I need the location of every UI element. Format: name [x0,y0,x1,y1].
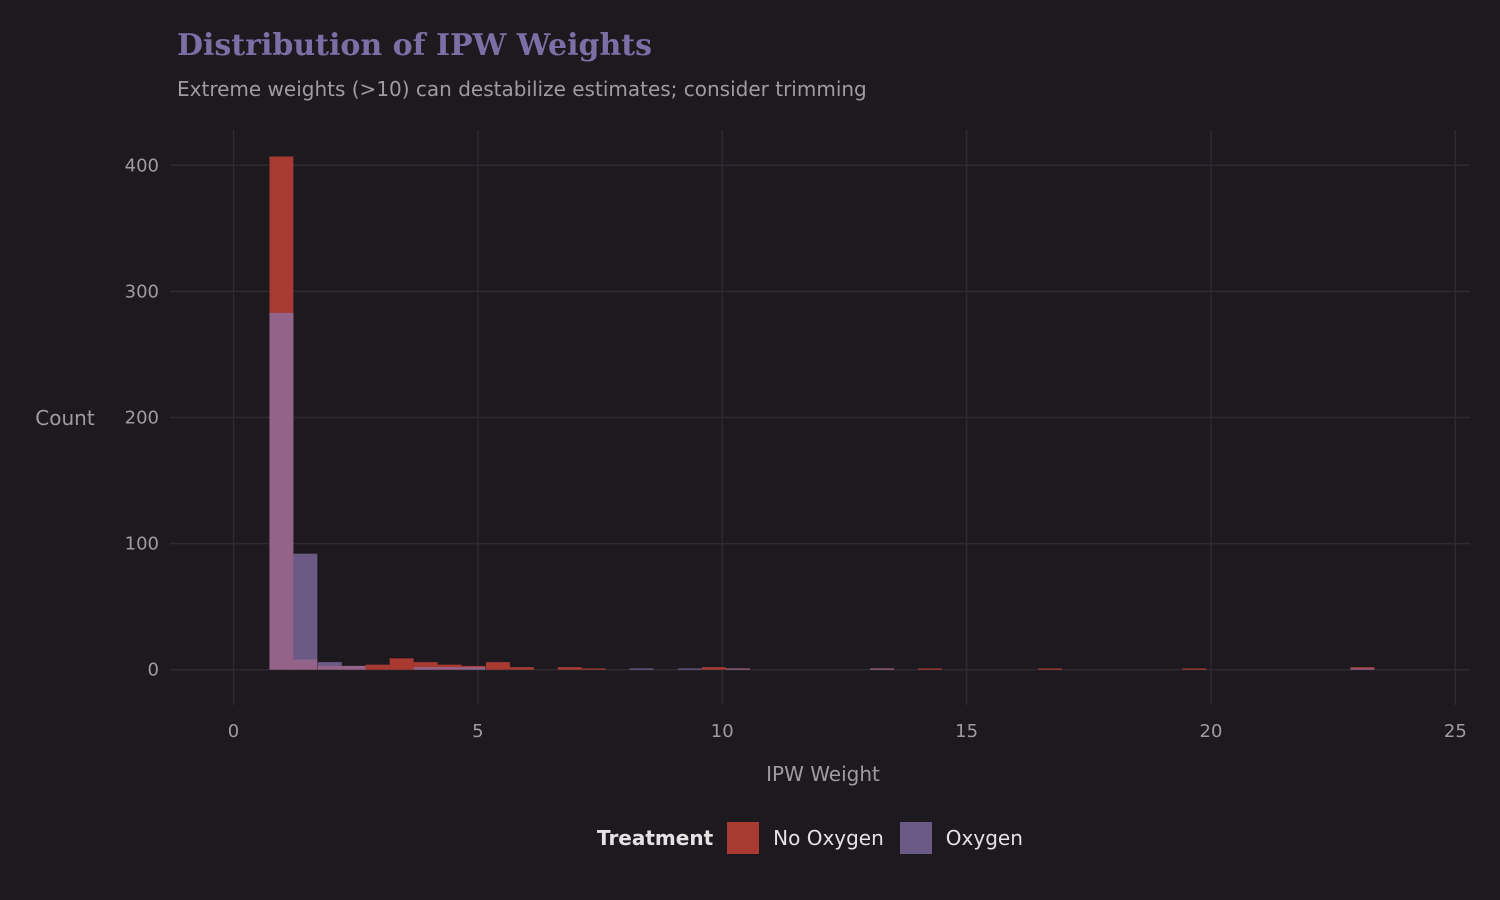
x-tick-label: 25 [1444,721,1467,742]
bar-no-oxygen [1182,668,1207,670]
legend: Treatment No Oxygen Oxygen [597,822,1039,854]
bar-oxygen [725,668,750,670]
x-tick-label: 5 [472,721,483,742]
bar-oxygen [870,668,895,670]
bar-oxygen [629,668,654,670]
bar-no-oxygen [413,662,438,670]
bar-oxygen [317,662,342,670]
y-tick-label: 300 [125,281,159,302]
bar-oxygen [437,667,462,670]
bar-oxygen [269,312,294,670]
bar-no-oxygen [509,667,534,670]
y-tick-label: 400 [125,155,159,176]
bar-no-oxygen [917,668,942,670]
bar-oxygen [678,668,702,670]
y-tick-label: 200 [125,408,159,429]
chart-title: Distribution of IPW Weights [177,28,653,63]
bar-oxygen [413,667,438,670]
bar-no-oxygen [581,668,606,670]
bar-oxygen [1350,668,1375,670]
legend-title: Treatment [597,826,714,850]
x-tick-label: 10 [711,721,734,742]
bar-oxygen [461,667,486,670]
bar-no-oxygen [701,667,726,670]
bar-oxygen [293,553,318,670]
legend-key-oxygen [899,822,932,854]
bar-no-oxygen [365,664,390,670]
y-tick-label: 0 [148,660,159,681]
chart-subtitle: Extreme weights (>10) can destabilize es… [177,77,867,101]
x-tick-label: 20 [1200,721,1223,742]
bar-no-oxygen [485,662,510,670]
bar-no-oxygen [1038,668,1063,670]
bar-oxygen [341,665,366,670]
x-axis-label: IPW Weight [766,762,880,786]
y-tick-label: 100 [125,534,159,555]
legend-key-no-oxygen [727,822,760,854]
legend-label-no-oxygen: No Oxygen [773,826,884,850]
bar-no-oxygen [557,667,582,670]
y-axis-label: Count [35,406,95,430]
legend-label-oxygen: Oxygen [945,826,1023,850]
x-tick-label: 15 [955,721,978,742]
bar-no-oxygen [389,658,414,670]
x-tick-label: 0 [228,721,239,742]
bar-no-oxygen [437,664,462,670]
